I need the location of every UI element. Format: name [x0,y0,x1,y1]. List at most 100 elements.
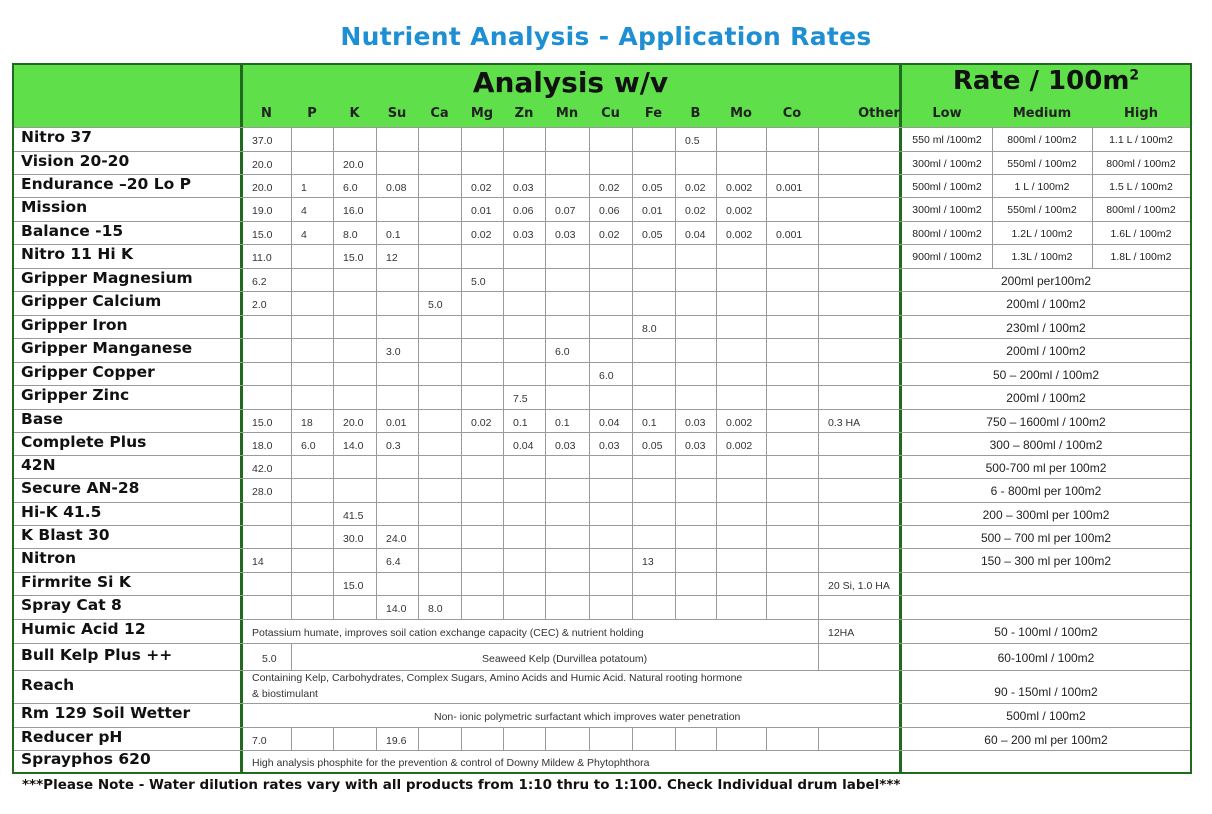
column-divider [503,727,504,750]
column-divider [818,127,819,619]
analysis-value-mn: 0.03 [555,439,576,452]
column-header-cu: Cu [601,106,620,121]
product-name: Reducer pH [21,727,123,746]
column-divider [818,619,819,670]
analysis-value-mg: 0.02 [471,181,492,194]
column-divider [418,127,419,619]
application-rate: 50 - 100ml / 100m2 [994,625,1098,639]
column-header-p: P [307,106,317,121]
analysis-value-zn: 0.1 [513,416,528,429]
column-divider [461,727,462,750]
product-description: Seaweed Kelp (Durvillea potatoum) [482,652,648,665]
analysis-value-b: 0.03 [685,416,706,429]
analysis-value-cu: 0.02 [599,228,620,241]
column-header-k: K [349,106,360,121]
application-rate: 90 - 150ml / 100m2 [994,685,1098,699]
column-divider [545,127,546,619]
analysis-value-k: 6.0 [343,181,358,194]
analysis-value-n: 5.0 [262,652,277,665]
row-divider [14,291,1190,292]
analysis-value-b: 0.04 [685,228,706,241]
analysis-value-su: 6.4 [386,556,401,568]
product-name: K Blast 30 [21,525,110,544]
section-divider [240,65,243,772]
analysis-value-su: 0.3 [386,439,401,452]
row-divider [14,727,1190,728]
analysis-value-p: 1 [301,181,307,194]
analysis-value-mo: 0.002 [726,439,753,452]
product-description: Containing Kelp, Carbohydrates, Complex … [252,672,743,684]
analysis-value-su: 3.0 [386,346,401,358]
row-divider [14,221,1190,222]
rate-low: 900ml / 100m2 [912,251,982,263]
product-name: Gripper Copper [21,362,155,381]
rate-high: 800ml / 100m2 [1106,204,1176,216]
analysis-value-mn: 6.0 [555,346,570,358]
analysis-value-mo: 0.002 [726,181,753,194]
application-rate: 150 – 300 ml per 100m2 [980,554,1112,568]
analysis-value-mo: 0.002 [726,228,753,241]
application-rate: 500-700 ml per 100m2 [985,460,1107,475]
product-name: Gripper Zinc [21,386,130,404]
analysis-value-p: 4 [301,205,307,217]
column-header-su: Su [387,106,407,121]
analysis-value-fe: 0.1 [642,416,657,429]
analysis-value-k: 15.0 [343,252,364,264]
product-name: Spray Cat 8 [21,596,122,614]
rate-header: Rate / 100m2 [902,66,1190,96]
column-header-mo: Mo [730,106,752,121]
column-divider [632,727,633,750]
row-divider [14,548,1190,549]
product-name: Sprayphos 620 [21,750,151,768]
row-divider [14,703,1190,704]
column-divider [291,727,292,750]
analysis-value-n: 20.0 [252,181,273,194]
rate-low: 800ml / 100m2 [912,227,982,240]
row-divider [14,525,1190,526]
analysis-value-k: 20.0 [343,158,364,171]
rate-low: 500ml / 100m2 [912,180,982,193]
product-description: Non- ionic polymetric surfactant which i… [434,711,741,723]
column-header-mg: Mg [470,106,494,121]
product-name: Mission [21,198,88,216]
row-divider [14,244,1190,245]
column-divider [333,727,334,750]
analysis-value-n: 28.0 [252,486,273,498]
analysis-value-n: 7.0 [252,734,267,747]
product-name: Gripper Iron [21,315,128,334]
analysis-value-cu: 0.06 [599,205,620,217]
row-divider [14,478,1190,479]
analysis-value-cu: 6.0 [599,369,614,382]
analysis-value-k: 14.0 [343,439,364,452]
column-header-b: B [690,106,701,121]
analysis-header: Analysis w/v [472,66,669,99]
analysis-value-mg: 0.02 [471,228,492,241]
table-frame [12,63,1192,774]
analysis-value-b: 0.5 [685,135,700,147]
rate-medium: 1.2L / 100m2 [1011,227,1073,240]
column-header-medium: Medium [1012,106,1072,121]
product-name: Nitron [21,549,77,567]
analysis-value-mn: 0.03 [555,228,576,241]
rate-high: 1.8L / 100m2 [1110,251,1172,263]
product-name: Gripper Manganese [21,339,193,357]
analysis-value-n: 18.0 [252,439,273,452]
product-name: Nitro 37 [21,128,92,146]
analysis-value-p: 6.0 [301,439,316,452]
column-header-high: High [1124,106,1158,121]
column-divider [376,127,377,619]
analysis-value-n: 15.0 [252,416,273,429]
rate-low: 300ml / 100m2 [912,157,982,170]
row-divider [14,502,1190,503]
product-name: Reach [21,675,75,694]
rate-header-text: Rate / 100m [952,66,1130,96]
application-rate: 6 - 800ml per 100m2 [990,484,1102,498]
column-divider [675,727,676,750]
analysis-value-k: 8.0 [343,228,358,241]
analysis-value-su: 0.01 [386,416,407,429]
product-name: Secure AN-28 [21,479,140,497]
analysis-value-mg: 0.02 [471,416,492,429]
row-divider [14,127,1190,128]
rate-divider [992,127,993,268]
rate-low: 300ml / 100m2 [912,204,982,216]
